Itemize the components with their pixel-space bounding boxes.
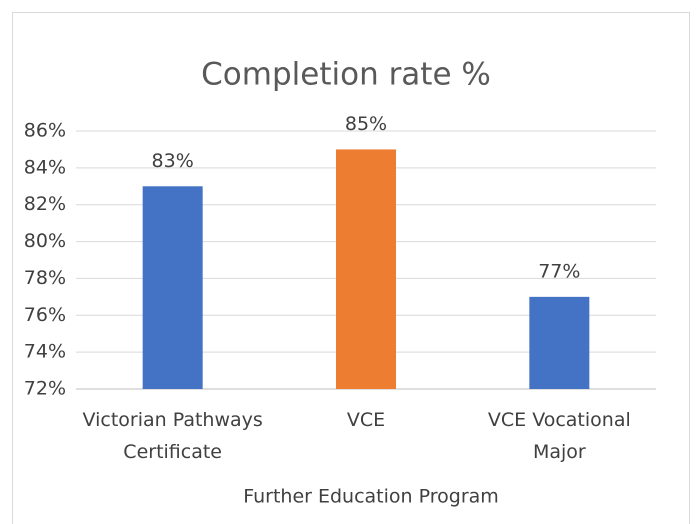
bar xyxy=(529,296,590,389)
y-tick-label: 76% xyxy=(24,304,66,326)
x-tick-label: Victorian Pathways Certificate xyxy=(82,409,263,463)
y-tick-label: 72% xyxy=(24,378,66,400)
bar xyxy=(336,149,396,389)
x-tick-label: VCE xyxy=(346,409,386,431)
data-label: 85% xyxy=(345,113,387,135)
data-label: 83% xyxy=(152,150,194,172)
y-tick-label: 84% xyxy=(24,156,66,178)
data-label: 77% xyxy=(538,260,580,282)
y-tick-label: 78% xyxy=(24,267,66,289)
y-tick-label: 74% xyxy=(24,341,66,363)
x-tick-label: VCE Vocational Major xyxy=(487,409,631,463)
y-tick-label: 82% xyxy=(24,193,66,215)
y-tick-label: 80% xyxy=(24,230,66,252)
chart-title: Completion rate % xyxy=(201,57,491,93)
x-axis-title: Further Education Program xyxy=(243,486,499,508)
y-tick-label: 86% xyxy=(24,120,66,142)
bar xyxy=(142,186,203,389)
